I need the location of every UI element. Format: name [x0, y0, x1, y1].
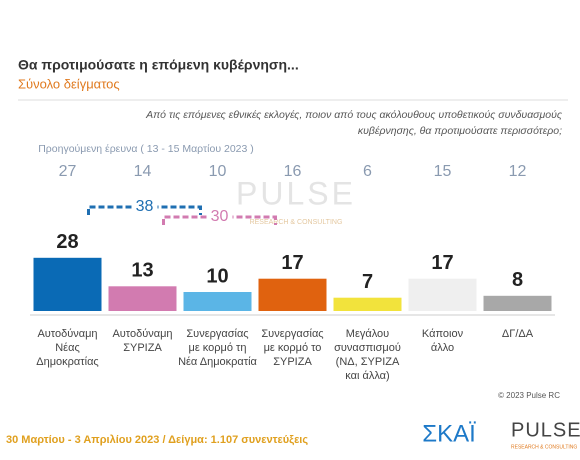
combined-label-bg	[206, 208, 233, 226]
question-line: κυβέρνησης, θα προτιμούσατε περισσότερο;	[358, 125, 562, 137]
previous-label: Προηγούμενη έρευνα ( 13 - 15 Μαρτίου 202…	[38, 143, 254, 155]
x-tick-label-line: Αυτοδύναμη	[112, 328, 172, 340]
x-tick-label-line: ΣΥΡΙΖΑ	[273, 356, 312, 368]
bar	[33, 257, 102, 311]
footer: 30 Μαρτίου - 3 Απριλίου 2023 / Δείγμα: 1…	[6, 434, 308, 446]
x-tick-label: Συνεργασίας με κορμό τη Νέα Δημοκρατία	[178, 328, 257, 368]
watermark-sub: RESEARCH & CONSULTING	[250, 219, 343, 226]
combined-label-bg	[131, 198, 158, 216]
bar	[108, 286, 177, 311]
value-label: 13	[131, 260, 153, 282]
previous-value: 14	[134, 163, 152, 180]
x-tick-label-line: Κάποιον	[422, 328, 464, 340]
x-tick-label-line: ΣΥΡΙΖΑ	[123, 342, 162, 354]
pollster-logo: PULSE	[511, 419, 580, 441]
value-label: 7	[362, 271, 373, 293]
bar	[258, 278, 327, 311]
value-label: 17	[431, 252, 453, 274]
x-tick-label: Κάποιον άλλο	[422, 328, 464, 354]
x-tick-label: Αυτοδύναμη ΣΥΡΙΖΑ	[112, 328, 172, 354]
previous-value: 15	[434, 163, 452, 180]
x-tick-label-line: Συνεργασίας	[261, 328, 323, 340]
value-label: 8	[512, 269, 523, 291]
x-tick-label: Συνεργασίας με κορμό το ΣΥΡΙΖΑ	[261, 328, 323, 368]
x-tick-label-line: Νέας	[55, 342, 80, 354]
x-tick-label-line: Δημοκρατίας	[36, 356, 99, 368]
x-tick-label-line: Αυτοδύναμη	[37, 328, 97, 340]
pollster-logo-sub: RESEARCH & CONSULTING	[511, 444, 577, 450]
previous-value: 27	[59, 163, 77, 180]
x-tick-label-line: και άλλα)	[345, 370, 389, 382]
bar	[408, 278, 477, 311]
x-tick-label: Αυτοδύναμη Νέας Δημοκρατίας	[36, 328, 99, 368]
broadcaster-logo-text: ΣΚΑΪ	[422, 420, 476, 447]
x-tick-label-line: Συνεργασίας	[186, 328, 248, 340]
x-tick-label-line: (ΝΔ, ΣΥΡΙΖΑ	[336, 356, 400, 368]
x-tick-label: Μεγάλου συνασπισμού (ΝΔ, ΣΥΡΙΖΑ και άλλα)	[334, 328, 401, 382]
broadcaster-logo	[412, 418, 486, 450]
previous-value: 10	[209, 163, 227, 180]
copyright: © 2023 Pulse RC	[498, 391, 560, 400]
x-tick-label-line: άλλο	[431, 342, 454, 354]
x-tick-label-line: Νέα Δημοκρατία	[178, 356, 257, 368]
previous-value: 16	[284, 163, 302, 180]
bar	[183, 292, 252, 311]
x-tick-label-line: συνασπισμού	[334, 342, 401, 354]
combined-label: 30	[211, 208, 229, 225]
watermark: PULSE	[236, 175, 356, 211]
x-tick-label-line: ΔΓ/ΔΑ	[502, 328, 534, 340]
value-label: 10	[206, 265, 228, 287]
x-tick-label: ΔΓ/ΔΑ	[502, 328, 534, 340]
question-line: Από τις επόμενες εθνικές εκλογές, ποιον …	[145, 109, 563, 121]
chart-subtitle: Σύνολο δείγματος	[18, 76, 120, 91]
value-label: 17	[281, 252, 303, 274]
bar	[333, 297, 402, 311]
x-tick-label-line: Μεγάλου	[346, 328, 389, 340]
combined-label: 38	[136, 198, 154, 215]
previous-value: 6	[363, 163, 372, 180]
previous-value: 12	[509, 163, 527, 180]
x-tick-label-line: με κορμό τη	[188, 342, 246, 354]
chart-title: Θα προτιμούσατε η επόμενη κυβέρνηση...	[18, 57, 299, 73]
x-tick-label-line: με κορμό το	[264, 342, 322, 354]
value-label: 28	[56, 231, 78, 253]
bar	[483, 295, 552, 311]
